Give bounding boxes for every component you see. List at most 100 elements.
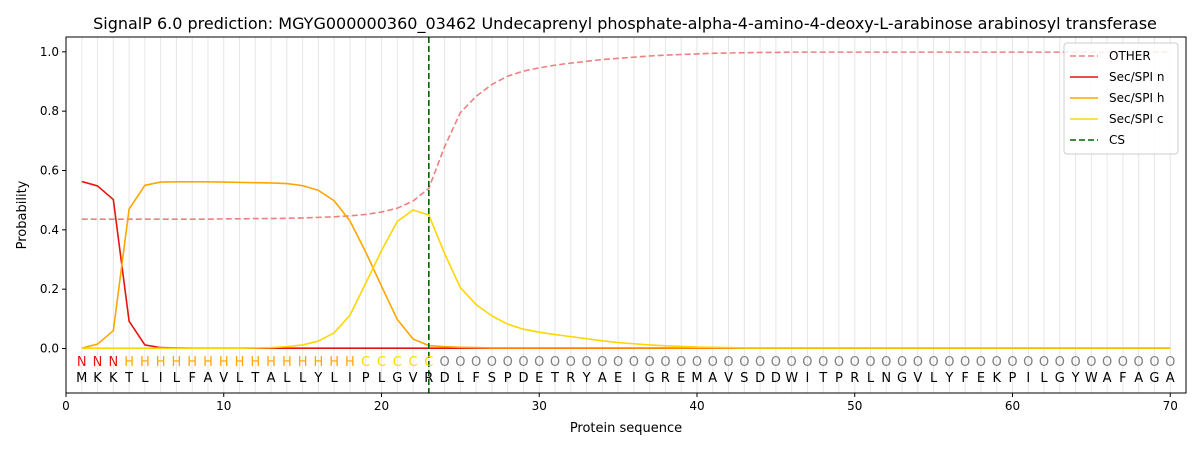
- predicted-label: O: [897, 355, 907, 370]
- sequence-residue: A: [1166, 371, 1175, 386]
- x-tick-label: 10: [216, 399, 231, 413]
- legend-label: Sec/SPI h: [1109, 91, 1164, 105]
- predicted-label: O: [1023, 355, 1033, 370]
- sequence-annotations: NMNKNKHTHLHIHLHFHAHVHLHTHAHLHLHYHLHICPCL…: [76, 355, 1175, 386]
- sequence-residue: T: [818, 371, 827, 386]
- predicted-label: H: [203, 355, 213, 370]
- sequence-residue: E: [677, 371, 685, 386]
- series-line-sec-spi-c: [81, 209, 1171, 350]
- sequence-residue: P: [362, 371, 370, 386]
- predicted-label: H: [219, 355, 229, 370]
- sequence-residue: I: [632, 371, 636, 386]
- predicted-label: O: [834, 355, 844, 370]
- sequence-residue: M: [76, 371, 87, 386]
- y-tick-label: 0.8: [40, 104, 59, 118]
- sequence-residue: T: [124, 371, 133, 386]
- sequence-residue: G: [645, 371, 655, 386]
- sequence-residue: G: [897, 371, 907, 386]
- sequence-residue: F: [472, 371, 479, 386]
- predicted-label: O: [1055, 355, 1065, 370]
- predicted-label: H: [282, 355, 292, 370]
- sequence-residue: L: [331, 371, 339, 386]
- predicted-label: H: [156, 355, 166, 370]
- sequence-residue: L: [930, 371, 938, 386]
- x-tick-label: 20: [374, 399, 389, 413]
- sequence-residue: L: [173, 371, 181, 386]
- predicted-label: O: [613, 355, 623, 370]
- predicted-label: O: [676, 355, 686, 370]
- predicted-label: O: [944, 355, 954, 370]
- sequence-residue: Y: [313, 371, 322, 386]
- sequence-residue: T: [250, 371, 259, 386]
- sequence-residue: I: [159, 371, 163, 386]
- predicted-label: H: [345, 355, 355, 370]
- y-tick-label: 0.4: [40, 223, 59, 237]
- series-line-sec-spi-n: [81, 180, 1171, 350]
- sequence-residue: I: [805, 371, 809, 386]
- predicted-label: H: [298, 355, 308, 370]
- series-line-sec-spi-h: [81, 180, 1171, 349]
- predicted-label: H: [187, 355, 197, 370]
- sequence-residue: K: [109, 371, 118, 386]
- predicted-label: O: [913, 355, 923, 370]
- sequence-residue: V: [724, 371, 733, 386]
- y-tick-label: 1.0: [40, 45, 59, 59]
- predicted-label: O: [818, 355, 828, 370]
- predicted-label: O: [960, 355, 970, 370]
- predicted-label: O: [976, 355, 986, 370]
- sequence-residue: L: [1040, 371, 1048, 386]
- sequence-residue: W: [1085, 371, 1098, 386]
- sequence-residue: P: [1009, 371, 1017, 386]
- sequence-residue: I: [1026, 371, 1030, 386]
- sequence-residue: R: [850, 371, 859, 386]
- predicted-label: O: [928, 355, 938, 370]
- predicted-label: H: [329, 355, 339, 370]
- sequence-residue: N: [881, 371, 891, 386]
- predicted-label: O: [1086, 355, 1096, 370]
- predicted-label: O: [787, 355, 797, 370]
- predicted-label: O: [566, 355, 576, 370]
- sequence-residue: L: [141, 371, 149, 386]
- predicted-label: O: [1165, 355, 1175, 370]
- sequence-residue: V: [913, 371, 922, 386]
- sequence-residue: S: [740, 371, 748, 386]
- predicted-label: N: [108, 355, 118, 370]
- sequence-residue: P: [835, 371, 843, 386]
- sequence-residue: D: [440, 371, 450, 386]
- series-line-other: [81, 51, 1171, 220]
- sequence-residue: I: [348, 371, 352, 386]
- sequence-residue: E: [977, 371, 985, 386]
- predicted-label: O: [850, 355, 860, 370]
- predicted-label: O: [739, 355, 749, 370]
- predicted-label: O: [471, 355, 481, 370]
- predicted-label: O: [1118, 355, 1128, 370]
- predicted-label: O: [581, 355, 591, 370]
- sequence-residue: L: [236, 371, 244, 386]
- predicted-label: O: [771, 355, 781, 370]
- sequence-residue: F: [188, 371, 195, 386]
- predicted-label: O: [755, 355, 765, 370]
- sequence-residue: F: [961, 371, 968, 386]
- sequence-residue: F: [1119, 371, 1126, 386]
- predicted-label: H: [172, 355, 182, 370]
- legend: OTHER Sec/SPI n Sec/SPI h Sec/SPI c CS: [1063, 42, 1179, 155]
- predicted-label: O: [1007, 355, 1017, 370]
- sequence-residue: P: [504, 371, 512, 386]
- predicted-label: H: [266, 355, 276, 370]
- axes: 0 10 20 30 40 50 60 70 0.0 0.2 0.4 0.6 0.8 1.0: [40, 45, 1178, 413]
- predicted-label: C: [409, 355, 418, 370]
- sequence-residue: G: [1055, 371, 1065, 386]
- predicted-label: C: [393, 355, 402, 370]
- y-tick-label: 0.0: [40, 342, 59, 356]
- sequence-residue: A: [598, 371, 607, 386]
- predicted-label: O: [645, 355, 655, 370]
- predicted-label: O: [660, 355, 670, 370]
- x-tick-label: 60: [1005, 399, 1020, 413]
- sequence-residue: S: [488, 371, 496, 386]
- predicted-label: O: [1134, 355, 1144, 370]
- predicted-label: O: [1039, 355, 1049, 370]
- sequence-residue: L: [299, 371, 307, 386]
- sequence-residue: A: [1134, 371, 1143, 386]
- predicted-label: C: [361, 355, 370, 370]
- predicted-label: O: [1149, 355, 1159, 370]
